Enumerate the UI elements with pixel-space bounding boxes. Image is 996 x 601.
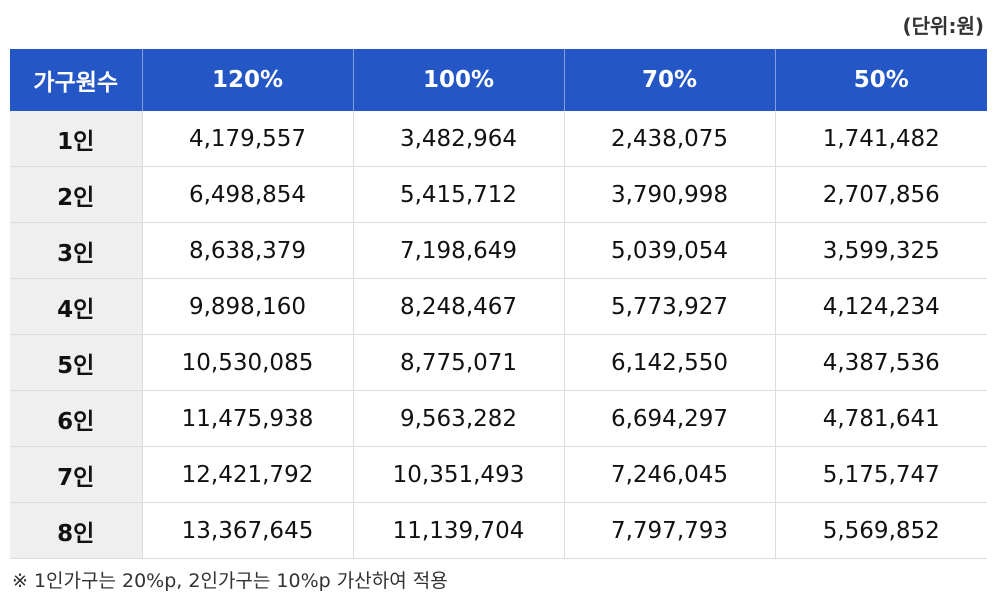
header-household-size: 가구원수	[10, 49, 142, 111]
table-cell: 5,175,747	[774, 446, 987, 503]
row-label: 4인	[10, 278, 142, 335]
table-row: 3인 8,638,379 7,198,649 5,039,054 3,599,3…	[10, 222, 987, 279]
table-cell: 8,638,379	[141, 222, 353, 279]
table-cell: 11,139,704	[352, 502, 564, 559]
table-cell: 4,387,536	[774, 334, 987, 391]
header-100-percent: 100%	[352, 49, 564, 111]
table-cell: 13,367,645	[141, 502, 353, 559]
row-label: 3인	[10, 222, 142, 279]
table-cell: 3,599,325	[774, 222, 987, 279]
table-row: 7인 12,421,792 10,351,493 7,246,045 5,175…	[10, 446, 987, 503]
table-cell: 5,773,927	[563, 278, 775, 335]
table-cell: 12,421,792	[141, 446, 353, 503]
table-cell: 1,741,482	[774, 111, 987, 167]
table-cell: 2,438,075	[563, 111, 775, 167]
table-cell: 3,482,964	[352, 111, 564, 167]
table-cell: 7,797,793	[563, 502, 775, 559]
table-row: 5인 10,530,085 8,775,071 6,142,550 4,387,…	[10, 334, 987, 391]
table-row: 1인 4,179,557 3,482,964 2,438,075 1,741,4…	[10, 111, 987, 167]
row-label: 6인	[10, 390, 142, 447]
table-cell: 5,415,712	[352, 166, 564, 223]
table-cell: 3,790,998	[563, 166, 775, 223]
table-cell: 2,707,856	[774, 166, 987, 223]
table-cell: 4,124,234	[774, 278, 987, 335]
row-label: 1인	[10, 111, 142, 167]
table-cell: 9,563,282	[352, 390, 564, 447]
table-cell: 5,039,054	[563, 222, 775, 279]
header-120-percent: 120%	[141, 49, 353, 111]
table-cell: 5,569,852	[774, 502, 987, 559]
footnote: ※ 1인가구는 20%p, 2인가구는 10%p 가산하여 적용	[12, 570, 448, 592]
table-cell: 4,179,557	[141, 111, 353, 167]
row-label: 7인	[10, 446, 142, 503]
table-row: 4인 9,898,160 8,248,467 5,773,927 4,124,2…	[10, 278, 987, 335]
table-cell: 4,781,641	[774, 390, 987, 447]
table-row: 2인 6,498,854 5,415,712 3,790,998 2,707,8…	[10, 166, 987, 223]
header-50-percent: 50%	[774, 49, 987, 111]
table-row: 8인 13,367,645 11,139,704 7,797,793 5,569…	[10, 502, 987, 559]
table-cell: 8,248,467	[352, 278, 564, 335]
table-cell: 9,898,160	[141, 278, 353, 335]
table-cell: 6,142,550	[563, 334, 775, 391]
header-row: 가구원수 120% 100% 70% 50%	[10, 49, 987, 111]
table-cell: 8,775,071	[352, 334, 564, 391]
table-cell: 7,246,045	[563, 446, 775, 503]
header-70-percent: 70%	[563, 49, 775, 111]
table-row: 6인 11,475,938 9,563,282 6,694,297 4,781,…	[10, 390, 987, 447]
unit-label: (단위:원)	[902, 14, 984, 38]
row-label: 8인	[10, 502, 142, 559]
table-cell: 6,694,297	[563, 390, 775, 447]
table-cell: 10,351,493	[352, 446, 564, 503]
income-table: 가구원수 120% 100% 70% 50% 1인 4,179,557 3,48…	[10, 49, 987, 559]
table-cell: 7,198,649	[352, 222, 564, 279]
row-label: 5인	[10, 334, 142, 391]
table-cell: 11,475,938	[141, 390, 353, 447]
row-label: 2인	[10, 166, 142, 223]
table-cell: 6,498,854	[141, 166, 353, 223]
data-table: 가구원수 120% 100% 70% 50% 1인 4,179,557 3,48…	[10, 49, 987, 559]
table-cell: 10,530,085	[141, 334, 353, 391]
